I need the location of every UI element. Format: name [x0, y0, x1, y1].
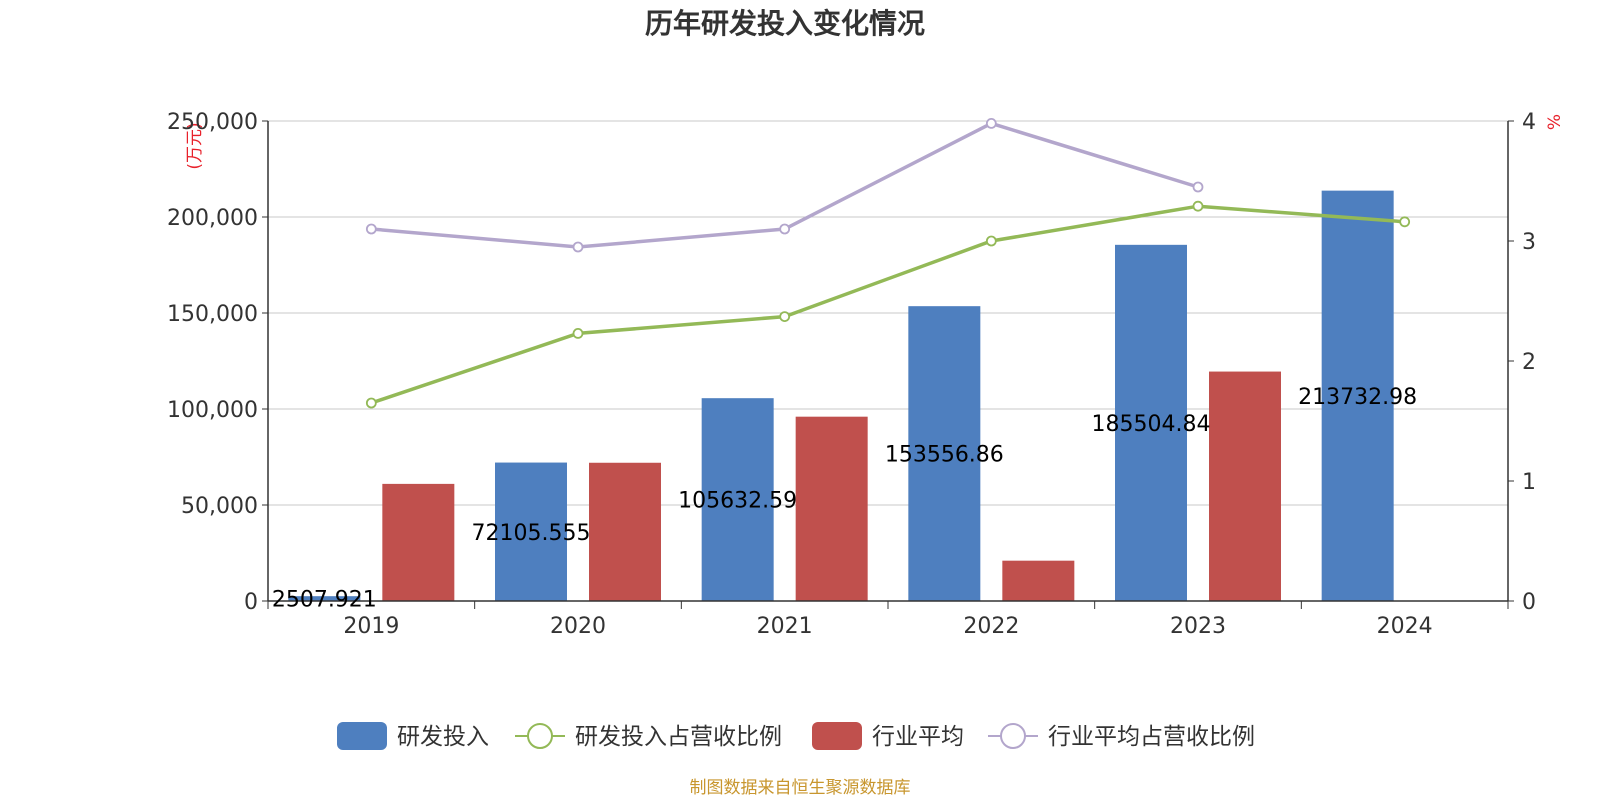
chart-title: 历年研发投入变化情况 [645, 7, 925, 40]
series-point [985, 118, 997, 129]
axes: 0 50,000 100,000 150,000 200,000 250,000 0 1 2 3 4… [167, 110, 1536, 639]
bar [1115, 244, 1187, 602]
x-axis-tick-label: 2020 [550, 614, 606, 639]
bar [495, 462, 567, 601]
right-axis-tick-label: 1 [1522, 470, 1536, 495]
bar [701, 398, 774, 601]
data-label: 185504.84 [1092, 412, 1211, 437]
x-axis-tick-label: 2021 [757, 614, 813, 639]
series-point [985, 235, 997, 247]
data-label: 213732.98 [1298, 385, 1417, 410]
bars [288, 190, 1394, 602]
data-labels: 2507.921 72105.555 105632.59 153556.86 18550… [272, 385, 1417, 613]
legend-swatch [812, 722, 862, 750]
bar [1002, 560, 1075, 601]
left-axis-tick-label: 150,000 [167, 302, 258, 327]
left-axis-unit: (万元) [185, 122, 205, 169]
legend-swatch [337, 722, 387, 750]
x-axis-tick-label: 2024 [1377, 614, 1433, 639]
x-axis-tick-label: 2022 [963, 614, 1019, 639]
legend-marker [1000, 723, 1026, 749]
series-point [1192, 200, 1204, 212]
legend-label: 研发投入占营收比例 [575, 724, 782, 750]
legend-label: 行业平均 [872, 724, 964, 750]
bar [795, 416, 868, 601]
bar [382, 483, 455, 601]
left-axis-tick-label: 100,000 [167, 398, 258, 423]
legend-label: 行业平均占营收比例 [1048, 724, 1255, 750]
data-label: 72105.555 [472, 521, 591, 546]
right-axis-tick-label: 4 [1522, 110, 1536, 135]
x-axis-tick-label: 2023 [1170, 614, 1226, 639]
series-point [1399, 216, 1411, 228]
series-point [365, 223, 377, 235]
series-point [1192, 181, 1204, 193]
lines [365, 118, 1411, 409]
right-axis-tick-label: 0 [1522, 590, 1536, 615]
series-point [365, 397, 377, 409]
bar [908, 306, 981, 601]
legend-label: 研发投入 [397, 724, 489, 750]
x-axis-tick-label: 2019 [343, 614, 399, 639]
left-axis-tick-label: 50,000 [181, 494, 258, 519]
series-point [779, 311, 791, 323]
left-axis-tick-label: 0 [244, 590, 258, 615]
series-point [572, 327, 584, 339]
right-axis-tick-label: 3 [1522, 230, 1536, 255]
series-point [779, 223, 791, 235]
bar [1321, 190, 1394, 601]
data-label: 153556.86 [885, 443, 1004, 468]
left-axis-tick-label: 200,000 [167, 206, 258, 231]
legend-marker [527, 723, 553, 749]
left-axis-tick-label: 250,000 [167, 110, 258, 135]
bar [288, 596, 361, 601]
legend: 研发投入 研发投入占营收比例 行业平均 行业平均占营收比例 [337, 722, 1255, 750]
series-point [572, 241, 584, 253]
bar [1209, 371, 1281, 601]
right-axis-unit: % [1545, 114, 1565, 130]
data-label: 2507.921 [272, 588, 377, 613]
source-note: 制图数据来自恒生聚源数据库 [690, 778, 911, 798]
series-line [370, 204, 1405, 405]
data-label: 105632.59 [678, 489, 797, 514]
right-axis-tick-label: 2 [1522, 350, 1536, 375]
bar [589, 462, 661, 601]
gridlines [268, 120, 1508, 506]
